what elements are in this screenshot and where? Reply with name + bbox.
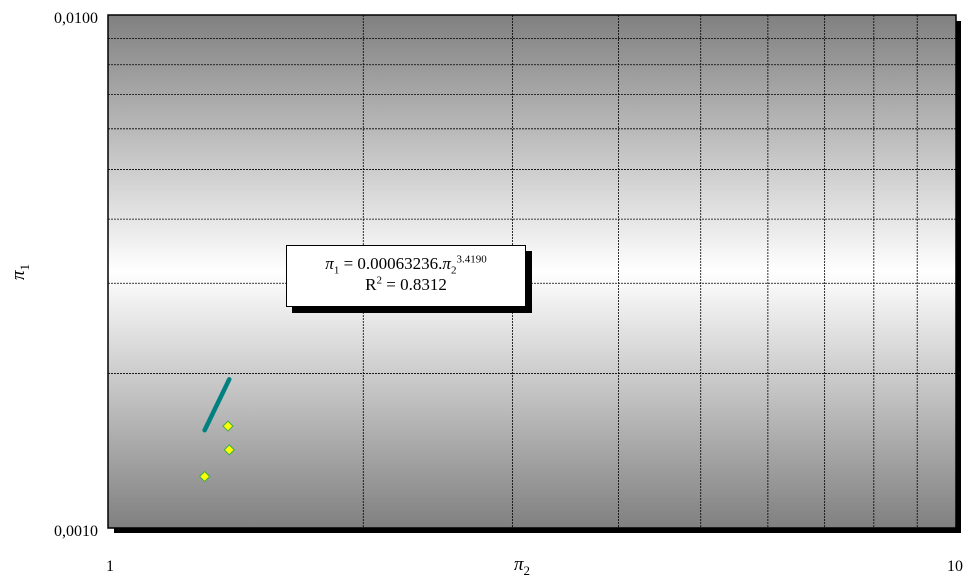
x-tick-label-right: 10 <box>947 558 963 575</box>
data-point <box>222 420 234 432</box>
trendline-equation-box: π1 = 0.00063236.π23.4190 R2 = 0.8312 <box>286 245 526 307</box>
y-tick-label-bottom: 0,0010 <box>54 523 98 540</box>
grid-lines <box>108 15 956 528</box>
data-point <box>223 444 235 456</box>
points-group <box>198 420 235 483</box>
y-tick-label-top: 0,0100 <box>54 10 98 27</box>
trendline <box>202 377 232 433</box>
r-squared-label: R2 = 0.8312 <box>365 274 447 294</box>
trendline-group <box>202 377 232 433</box>
plot-shadow-bottom <box>114 528 961 533</box>
x-axis-label: π2 <box>514 554 530 577</box>
plot-shadow-right <box>956 21 961 533</box>
x-tick-label-left: 1 <box>106 558 114 575</box>
data-point <box>198 470 211 483</box>
y-axis-label: π1 <box>8 264 32 280</box>
plot-area <box>108 15 956 528</box>
trendline-equation: π1 = 0.00063236.π23.4190 <box>325 253 487 277</box>
